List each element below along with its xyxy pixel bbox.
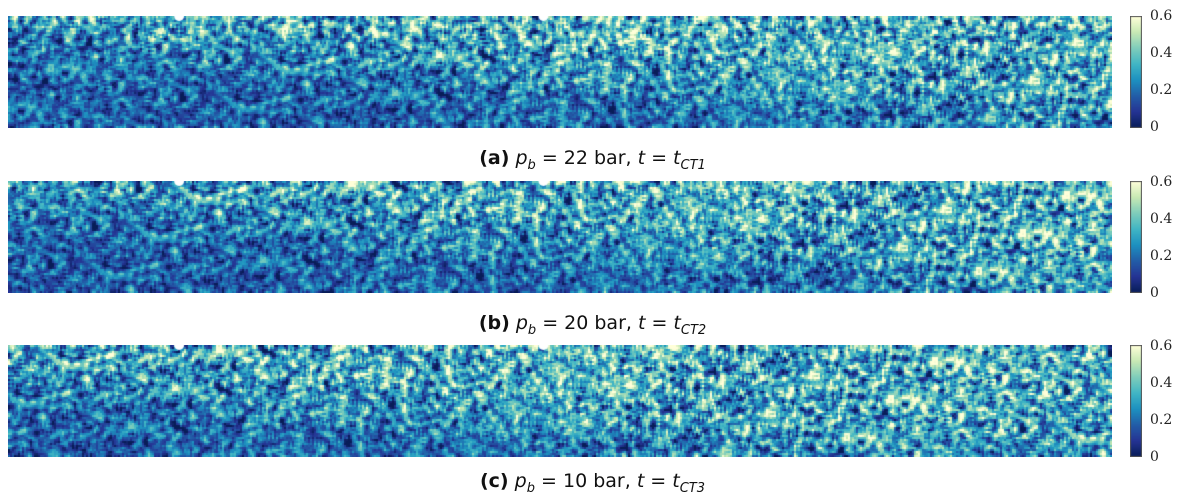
caption-b-t: t [637, 312, 646, 334]
colorbar-b-tick-0.6: 0.6 [1150, 174, 1173, 190]
colorbar-c-tick-0.2: 0.2 [1150, 412, 1173, 428]
caption-c-t-sub: CT3 [679, 480, 706, 496]
caption-c-p-value: = 10 bar, [535, 470, 637, 492]
caption-c: (c) pb = 10 bar, t = tCT3 [0, 469, 1185, 501]
caption-b-t-sub: CT2 [680, 322, 707, 338]
caption-c-t-eq: = [644, 470, 673, 492]
heatmap-b [8, 181, 1112, 293]
colorbar-b [1130, 181, 1142, 293]
caption-a-t-rhs: t [673, 147, 681, 169]
caption-b-p-sub: b [527, 322, 537, 338]
caption-b-t-rhs: t [673, 312, 681, 334]
heatmap-a [8, 16, 1112, 128]
caption-a-tag: (a) [479, 147, 510, 169]
colorbar-c-tick-0.6: 0.6 [1150, 338, 1173, 354]
caption-c-p: p [514, 470, 527, 492]
colorbar-a-tick-0.2: 0.2 [1150, 82, 1173, 98]
colorbar-a-tick-0.6: 0.6 [1150, 8, 1173, 24]
colorbar-b-tick-0: 0 [1150, 285, 1159, 301]
colorbar-c-tick-0.4: 0.4 [1150, 375, 1173, 391]
caption-b-p-value: = 20 bar, [536, 312, 638, 334]
caption-a-p-value: = 22 bar, [535, 147, 638, 169]
caption-c-p-sub: b [526, 480, 535, 496]
caption-c-t: t [636, 470, 645, 492]
colorbar-b-tick-0.4: 0.4 [1150, 211, 1173, 227]
colorbar-c [1130, 345, 1142, 457]
heatmap-c [8, 345, 1112, 457]
caption-b-p: p [515, 312, 528, 334]
colorbar-a-tick-0.4: 0.4 [1150, 45, 1173, 61]
caption-a-p: p [515, 147, 528, 169]
caption-c-tag: (c) [479, 470, 509, 492]
colorbar-a [1130, 16, 1142, 128]
caption-b-tag: (b) [478, 312, 510, 334]
caption-a: (a) pb = 22 bar, t = tCT1 [0, 146, 1185, 178]
caption-a-p-sub: b [527, 157, 536, 173]
caption-a-t-eq: = [645, 147, 674, 169]
caption-a-t: t [637, 147, 646, 169]
colorbar-c-tick-0: 0 [1150, 449, 1159, 465]
caption-a-t-sub: CT1 [680, 157, 706, 173]
caption-c-t-rhs: t [672, 470, 680, 492]
caption-b-t-eq: = [645, 312, 674, 334]
caption-b: (b) pb = 20 bar, t = tCT2 [0, 311, 1185, 343]
colorbar-b-tick-0.2: 0.2 [1150, 248, 1173, 264]
colorbar-a-tick-0: 0 [1150, 119, 1159, 135]
